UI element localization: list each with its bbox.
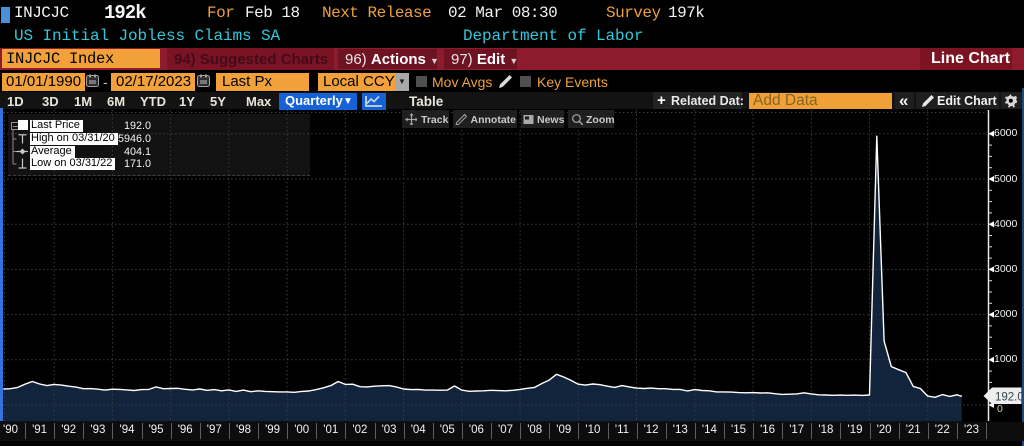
svg-text:192.0: 192.0	[995, 392, 1024, 404]
